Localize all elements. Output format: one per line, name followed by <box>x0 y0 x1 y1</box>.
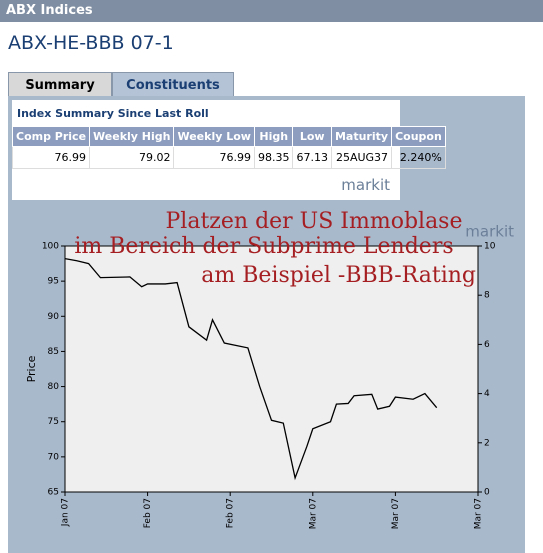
y2-tick-label: 10 <box>484 242 496 252</box>
column-header: Maturity <box>330 126 393 147</box>
column-header: Coupon <box>391 126 446 147</box>
y-tick-label: 80 <box>48 382 60 392</box>
column-header: Weekly Low <box>173 126 255 147</box>
column-header: Low <box>292 126 332 147</box>
app-bar: ABX Indices <box>0 0 543 22</box>
plot-area <box>64 245 479 493</box>
y-tick-label: 95 <box>48 277 59 287</box>
summary-table: Comp Price Weekly High Weekly Low High Low Ma… <box>11 126 446 169</box>
x-tick-label: Mar 07 <box>308 498 318 529</box>
cell: 67.13 <box>292 146 332 169</box>
cell: 2.240% <box>391 146 446 169</box>
line <box>64 258 438 481</box>
cell: 25AUG37 <box>330 146 393 169</box>
y2-tick-label: 2 <box>484 438 490 448</box>
y-tick-label: 85 <box>48 347 59 357</box>
cell: 98.35 <box>253 146 294 169</box>
chart: 65 70 75 80 85 90 95 100 0 2 4 6 8 10 Jan 07 Feb 07 Feb … <box>25 210 514 529</box>
data-row: 76.99 79.02 76.99 98.35 67.13 25AUG37 2.240% <box>11 146 446 169</box>
logo: markit <box>465 223 514 241</box>
tab[interactable]: Constituents <box>112 72 234 97</box>
annotation: am Beispiel -BBB-Rating <box>201 263 476 288</box>
column-header: High <box>253 126 294 147</box>
y-tick-label: 75 <box>48 417 59 427</box>
x-tick-label: Mar 07 <box>391 498 401 529</box>
logo: markit <box>341 176 390 194</box>
x-tick-label: Jan 07 <box>61 498 71 527</box>
x-tick-label: Feb 07 <box>226 498 236 528</box>
cell: 79.02 <box>89 146 175 169</box>
annotation: im Bereich der Subprime Lenders <box>74 234 453 259</box>
y-tick-label: 90 <box>48 312 60 322</box>
x-tick-label: Mar 07 <box>474 498 484 529</box>
y-tick-label: 100 <box>42 242 59 252</box>
y2-tick-label: 6 <box>484 340 490 350</box>
y2-tick-label: 0 <box>484 488 490 498</box>
column-header: Comp Price <box>11 126 91 147</box>
summary-box: Index Summary Since Last Roll Comp Price… <box>11 100 446 200</box>
table-title: Index Summary Since Last Roll <box>17 107 209 120</box>
y-tick-label: 70 <box>48 452 60 462</box>
header-row: Comp Price Weekly High Weekly Low High Low Ma… <box>11 126 446 147</box>
y2-tick-label: 8 <box>484 291 490 301</box>
column-header: Weekly High <box>89 126 175 147</box>
index-title: ABX-HE-BBB 07-1 <box>8 32 174 54</box>
cell: 76.99 <box>11 146 91 169</box>
y-axis-label: Price <box>25 355 38 382</box>
tab[interactable]: Summary <box>8 72 112 97</box>
annotation: Platzen der US Immoblase <box>166 210 463 234</box>
x-tick-label: Feb 07 <box>143 498 153 528</box>
y-tick-label: 65 <box>48 488 59 498</box>
cell: 76.99 <box>173 146 255 169</box>
y2-tick-label: 4 <box>484 389 490 399</box>
